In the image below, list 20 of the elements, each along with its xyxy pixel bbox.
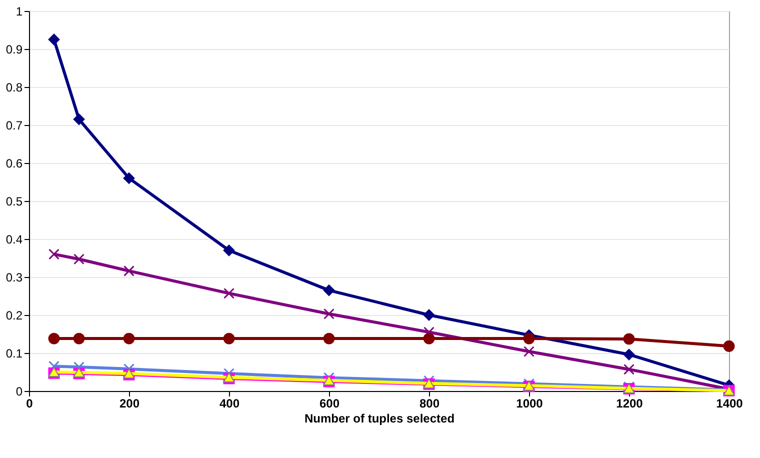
x-tick-label: 600 [319, 396, 340, 410]
y-tick-label: 0.8 [6, 80, 23, 94]
y-tick-label: 0.7 [6, 118, 23, 132]
x-tick-label: 1000 [516, 396, 544, 410]
x-tick-label: 1200 [616, 396, 644, 410]
y-tick-label: 0 [16, 384, 23, 398]
y-tick-label: 1 [16, 4, 23, 18]
x-tick-label: 200 [119, 396, 140, 410]
y-tick-label: 0.5 [6, 194, 23, 208]
y-tick-label: 0.9 [6, 42, 23, 56]
x-tick-label: 1400 [716, 396, 744, 410]
y-tick-label: 0.3 [6, 270, 23, 284]
y-tick-label: 0.1 [6, 346, 23, 360]
y-tick-label: 0.4 [6, 232, 23, 246]
y-tick-label: 0.6 [6, 156, 23, 170]
y-tick-label: 0.2 [6, 308, 23, 322]
x-tick-label: 0 [26, 396, 34, 410]
x-tick-label: 800 [419, 396, 440, 410]
x-tick-label: 400 [219, 396, 240, 410]
x-axis-title: Number of tuples selected [304, 412, 455, 426]
